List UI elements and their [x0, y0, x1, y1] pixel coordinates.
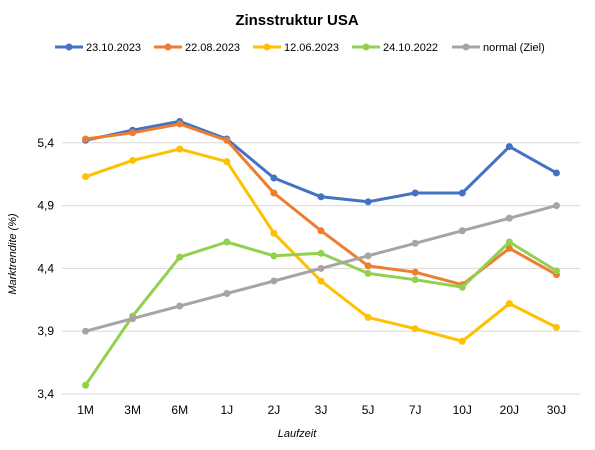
chart-title: Zinsstruktur USA	[235, 12, 359, 29]
data-point	[270, 174, 278, 182]
legend: 23.10.2023 22.08.2023 12.06.2023 24.10.2022…	[55, 42, 545, 54]
x-tick-label: 5J	[362, 403, 375, 417]
data-point	[82, 135, 90, 143]
legend-label: 24.10.2022	[383, 42, 438, 54]
data-point	[270, 252, 278, 260]
y-tick-label: 3,4	[37, 387, 54, 401]
series-0	[82, 117, 560, 206]
data-point	[176, 145, 184, 153]
data-point	[270, 229, 278, 237]
legend-label: 22.08.2023	[185, 42, 240, 54]
data-point	[458, 283, 466, 291]
series-4	[82, 202, 560, 335]
legend-swatch-marker	[65, 43, 73, 51]
data-point	[505, 143, 513, 151]
series-line	[84, 122, 558, 287]
legend-swatch-marker	[263, 43, 271, 51]
legend-item: 12.06.2023	[253, 42, 339, 54]
data-point	[505, 238, 513, 246]
data-point	[82, 381, 90, 389]
legend-label: 12.06.2023	[284, 42, 339, 54]
legend-label: normal (Ziel)	[483, 42, 545, 54]
data-point	[223, 158, 231, 166]
data-point	[364, 262, 372, 270]
data-point	[317, 249, 325, 257]
data-point	[364, 269, 372, 277]
x-tick-label: 1J	[220, 403, 233, 417]
x-tick-label: 1M	[77, 403, 94, 417]
x-axis-label: Laufzeit	[278, 428, 317, 440]
data-point	[176, 302, 184, 310]
data-point	[176, 120, 184, 128]
data-point	[411, 325, 419, 333]
data-point	[82, 327, 90, 335]
x-tick-label: 6M	[171, 403, 188, 417]
legend-item: 22.08.2023	[154, 42, 240, 54]
gridlines	[62, 142, 580, 395]
data-point	[552, 323, 560, 331]
data-point	[411, 276, 419, 284]
legend-item: 23.10.2023	[55, 42, 141, 54]
data-point	[270, 277, 278, 285]
data-point	[317, 264, 325, 272]
data-point	[411, 189, 419, 197]
data-point	[458, 337, 466, 345]
data-point	[317, 193, 325, 201]
data-point	[223, 290, 231, 298]
data-point	[364, 198, 372, 206]
x-tick-label: 3M	[124, 403, 141, 417]
data-point	[176, 253, 184, 261]
data-point	[364, 252, 372, 260]
data-point	[552, 202, 560, 210]
series-group	[82, 117, 560, 389]
x-tick-label: 2J	[268, 403, 281, 417]
data-point	[223, 238, 231, 246]
data-point	[317, 277, 325, 285]
x-tick-label: 10J	[453, 403, 472, 417]
y-tick-label: 4,9	[37, 199, 54, 213]
series-line	[84, 119, 558, 204]
data-point	[505, 244, 513, 252]
y-tick-label: 4,4	[37, 261, 54, 275]
legend-item: 24.10.2022	[352, 42, 438, 54]
data-point	[82, 173, 90, 181]
data-point	[552, 267, 560, 275]
x-tick-label: 30J	[547, 403, 566, 417]
data-point	[129, 315, 137, 323]
data-point	[129, 129, 137, 137]
y-axis-label: Marktrendite (%)	[7, 213, 19, 295]
data-point	[223, 136, 231, 144]
x-tick-label: 20J	[500, 403, 519, 417]
data-point	[129, 156, 137, 164]
x-tick-label: 3J	[315, 403, 328, 417]
y-axis-ticks: 3,4 3,9 4,4 4,9 5,4	[37, 136, 54, 401]
data-point	[552, 169, 560, 177]
x-axis-ticks: 1M 3M 6M 1J 2J 3J 5J 7J 10J 20J 30J	[77, 403, 566, 417]
data-point	[270, 189, 278, 197]
y-tick-label: 5,4	[37, 136, 54, 150]
legend-label: 23.10.2023	[86, 42, 141, 54]
y-tick-label: 3,9	[37, 324, 54, 338]
legend-swatch-marker	[164, 43, 172, 51]
data-point	[411, 239, 419, 247]
data-point	[364, 313, 372, 321]
legend-swatch-marker	[462, 43, 470, 51]
data-point	[505, 214, 513, 222]
series-2	[82, 145, 560, 345]
x-tick-label: 7J	[409, 403, 422, 417]
data-point	[458, 189, 466, 197]
data-point	[317, 227, 325, 235]
legend-swatch-marker	[362, 43, 370, 51]
data-point	[505, 300, 513, 308]
legend-item: normal (Ziel)	[452, 42, 545, 54]
data-point	[411, 268, 419, 276]
data-point	[458, 227, 466, 235]
